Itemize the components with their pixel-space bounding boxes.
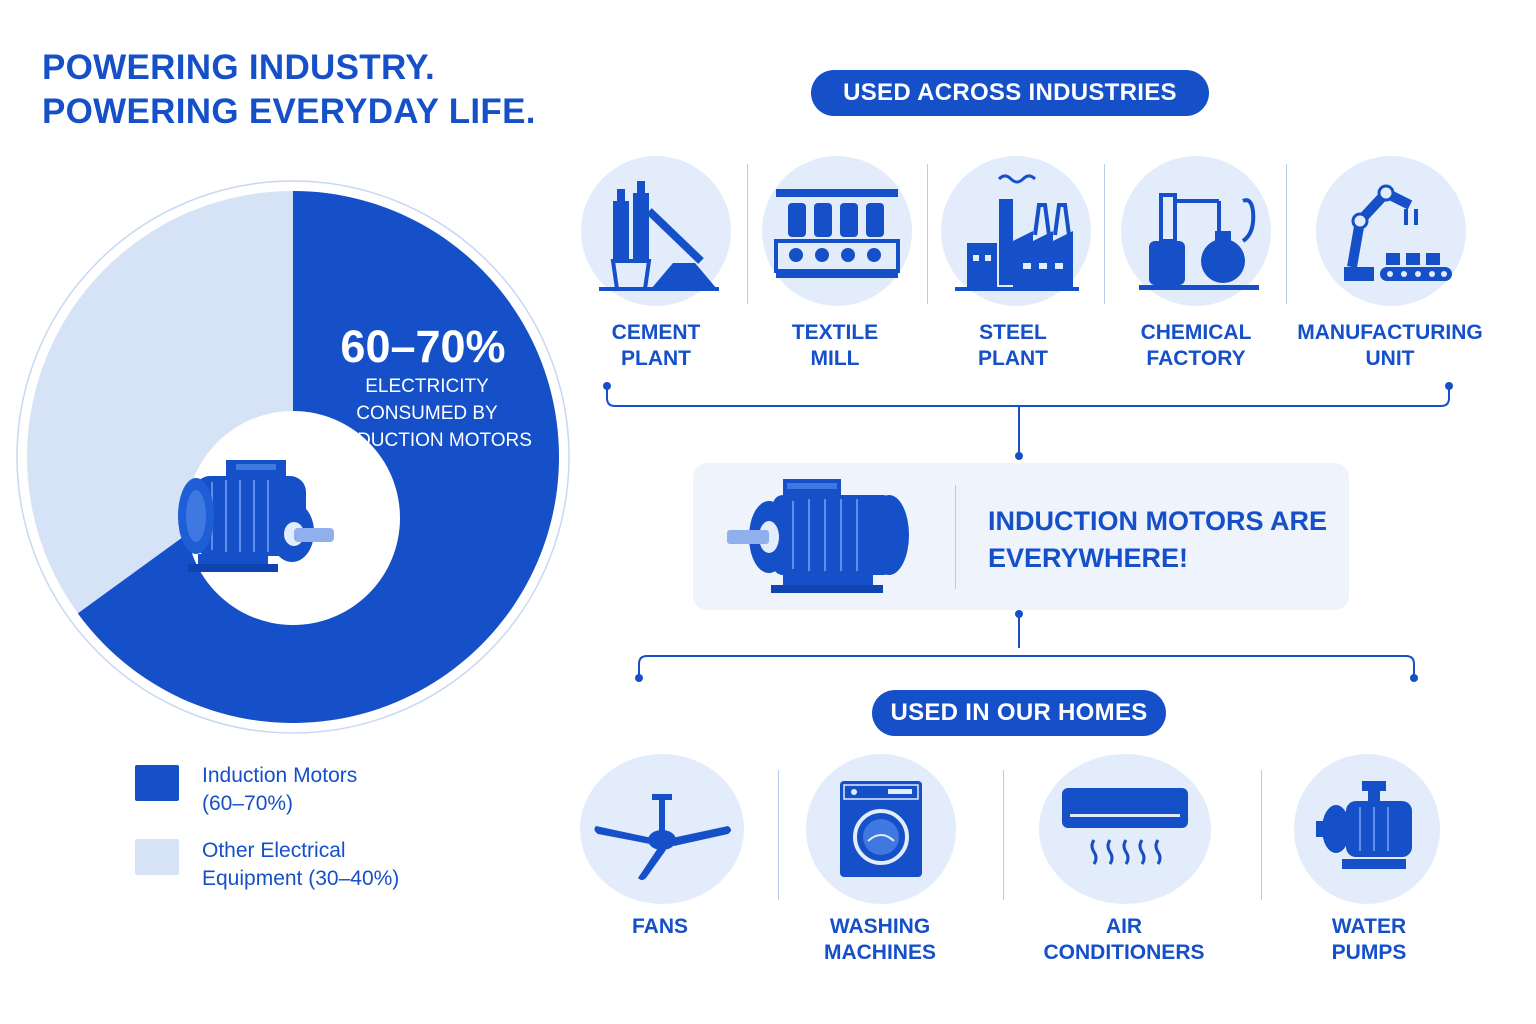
induction-motor-icon — [727, 479, 909, 593]
legend-value-other: Equipment (30–40%) — [202, 867, 400, 890]
divider — [927, 164, 928, 304]
pie-outline-ring — [16, 180, 570, 734]
water-pump-icon — [1316, 781, 1412, 869]
industry-label-textile: TEXTILE MILL — [791, 321, 879, 370]
center-message-line-2: EVERYWHERE! — [988, 543, 1189, 573]
industry-steel-circle — [941, 156, 1091, 306]
induction-motor-icon — [178, 460, 334, 572]
center-message-line-1: INDUCTION MOTORS ARE — [988, 506, 1328, 536]
pie-slice-other — [26, 191, 293, 614]
chemical-factory-icon — [1139, 193, 1259, 290]
industries-heading: USED ACROSS INDUSTRIES — [811, 70, 1209, 116]
divider — [778, 770, 779, 900]
industry-label-manufacturing: MANUFACTURING UNIT — [1297, 321, 1483, 370]
home-washing-circle — [806, 754, 956, 904]
home-label-fans: FANS — [631, 915, 688, 938]
home-label-pumps: WATER PUMPS — [1331, 915, 1407, 964]
legend-label-induction: Induction Motors — [202, 764, 358, 787]
industry-chemical-circle — [1121, 156, 1271, 306]
pie-chart: 60–70% ELECTRICITY CONSUMED BY INDUCTION… — [16, 180, 570, 734]
industry-manufacturing-circle — [1316, 156, 1466, 306]
center-divider — [955, 485, 956, 589]
pie-caption-1: ELECTRICITY — [365, 376, 489, 397]
industry-textile-circle — [762, 156, 912, 306]
washing-machine-icon — [840, 781, 922, 877]
homes-heading: USED IN OUR HOMES — [872, 690, 1166, 736]
pie-caption-2: CONSUMED BY — [356, 403, 498, 424]
ceiling-fan-icon — [594, 794, 731, 880]
industry-label-cement: CEMENT PLANT — [611, 321, 701, 370]
title-line-1: POWERING INDUSTRY. — [42, 48, 436, 87]
home-label-washing: WASHING MACHINES — [823, 915, 936, 964]
industry-label-chemical: CHEMICAL FACTORY — [1140, 321, 1252, 370]
page-title: POWERING INDUSTRY. POWERING EVERYDAY LIF… — [42, 46, 536, 134]
title-line-2: POWERING EVERYDAY LIFE. — [42, 92, 536, 131]
center-message: INDUCTION MOTORS ARE EVERYWHERE! — [988, 503, 1348, 577]
divider — [747, 164, 748, 304]
air-conditioner-icon — [1062, 788, 1188, 865]
home-ac-circle — [1039, 754, 1211, 904]
legend-swatch-other — [135, 839, 179, 875]
divider — [1104, 164, 1105, 304]
divider — [1261, 770, 1262, 900]
divider — [1003, 770, 1004, 900]
home-label-ac: AIR CONDITIONERS — [1043, 915, 1205, 964]
home-pumps-circle — [1294, 754, 1440, 904]
textile-mill-icon — [774, 189, 900, 278]
industry-label-steel: STEEL PLANT — [978, 321, 1048, 370]
pie-percent: 60–70% — [340, 321, 505, 372]
pie-caption-3: INDUCTION MOTORS — [338, 430, 532, 451]
legend-swatch-induction — [135, 765, 179, 801]
center-message-box: INDUCTION MOTORS ARE EVERYWHERE! — [693, 463, 1349, 610]
robot-arm-icon — [1344, 184, 1452, 281]
legend-label-other: Other Electrical — [202, 839, 346, 862]
home-fans-circle — [580, 754, 744, 904]
industry-cement-circle — [581, 156, 731, 306]
cement-plant-icon — [599, 181, 719, 291]
legend-value-induction: (60–70%) — [202, 792, 294, 815]
divider — [1286, 164, 1287, 304]
steel-plant-icon — [955, 174, 1079, 291]
